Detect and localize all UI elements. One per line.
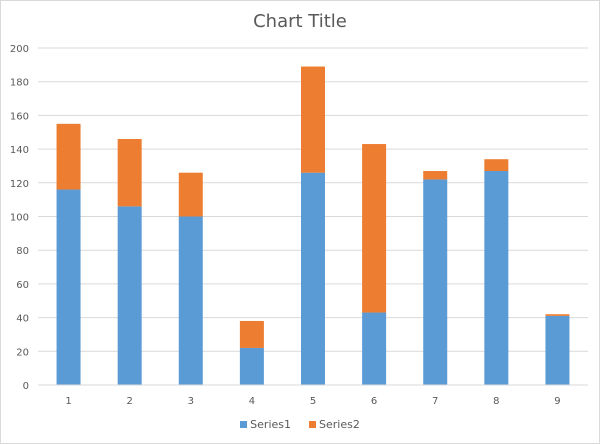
legend-swatch-series1 xyxy=(240,421,248,428)
bar-series1-3 xyxy=(178,216,203,385)
bar-series1-1 xyxy=(56,189,81,385)
bar-series2-6 xyxy=(362,144,387,313)
x-tick-label: 7 xyxy=(432,396,438,407)
bar-series1-9 xyxy=(545,315,570,385)
y-tick-label: 20 xyxy=(16,347,29,358)
bar-series2-9 xyxy=(545,314,570,316)
bar-series2-3 xyxy=(178,172,203,217)
legend-swatch-series2 xyxy=(309,421,316,428)
y-tick-label: 180 xyxy=(10,78,29,89)
bar-series2-4 xyxy=(239,320,264,348)
x-tick-label: 9 xyxy=(554,396,560,407)
legend-label-series1: Series1 xyxy=(250,418,291,431)
x-tick-label: 3 xyxy=(188,396,194,407)
legend: Series1 Series2 xyxy=(1,418,599,431)
bar-series1-7 xyxy=(423,179,448,385)
bar-series1-8 xyxy=(484,171,509,385)
legend-item-series2: Series2 xyxy=(309,418,360,431)
bar-series2-1 xyxy=(56,123,81,190)
bar-series2-2 xyxy=(117,138,142,207)
bar-series1-4 xyxy=(239,347,264,385)
bar-series2-7 xyxy=(423,171,448,180)
legend-label-series2: Series2 xyxy=(319,418,360,431)
chart-title: Chart Title xyxy=(253,11,347,32)
bar-series1-6 xyxy=(362,312,387,385)
y-tick-label: 160 xyxy=(10,111,29,122)
legend-item-series1: Series1 xyxy=(240,418,291,431)
x-tick-label: 5 xyxy=(310,396,316,407)
y-tick-label: 80 xyxy=(16,246,29,257)
x-tick-label: 1 xyxy=(65,396,71,407)
bar-series1-5 xyxy=(301,172,325,385)
bar-series1-2 xyxy=(117,206,142,385)
y-tick-label: 0 xyxy=(23,381,29,392)
x-tick-label: 2 xyxy=(126,396,132,407)
y-tick-label: 100 xyxy=(10,213,29,224)
bar-series2-5 xyxy=(301,66,325,173)
bar-series2-8 xyxy=(484,159,509,172)
x-tick-label: 8 xyxy=(493,396,499,407)
y-tick-label: 60 xyxy=(16,280,29,291)
y-tick-label: 140 xyxy=(10,145,29,156)
y-tick-label: 40 xyxy=(16,314,29,325)
x-tick-label: 4 xyxy=(249,396,255,407)
x-tick-label: 6 xyxy=(371,396,377,407)
y-tick-label: 120 xyxy=(10,179,29,190)
y-tick-label: 200 xyxy=(10,44,29,55)
